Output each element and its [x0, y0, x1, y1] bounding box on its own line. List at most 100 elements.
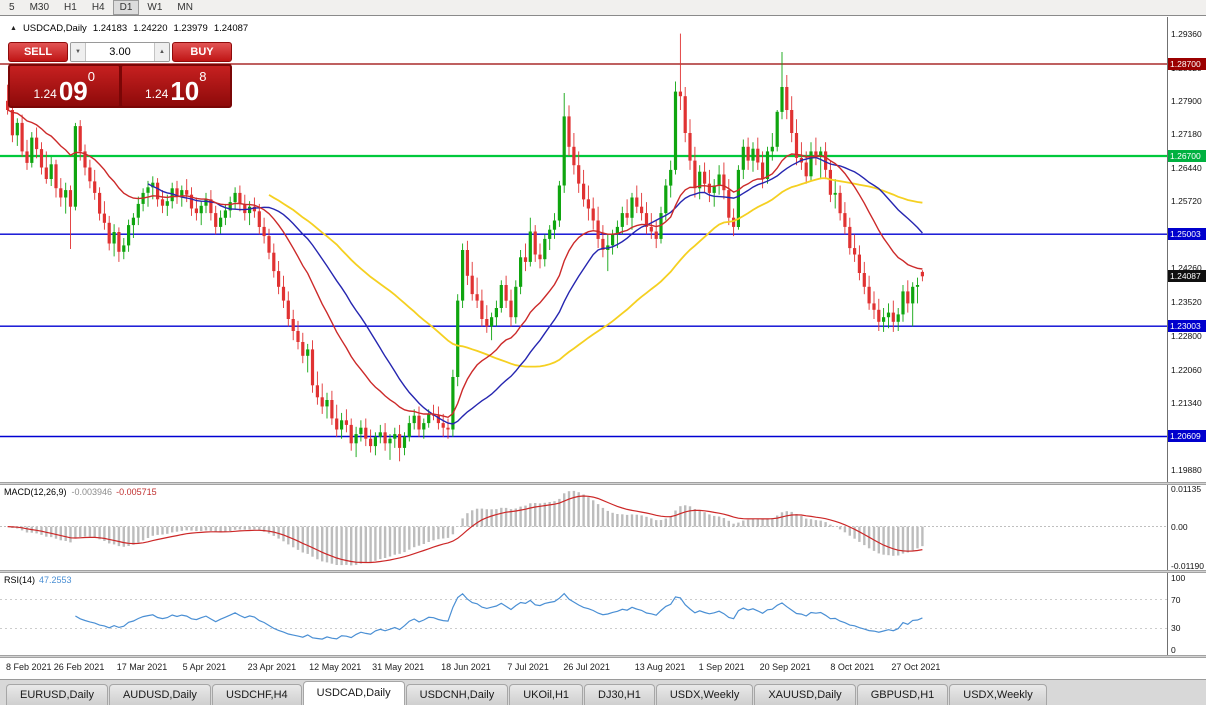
candle — [68, 190, 73, 207]
candle — [504, 285, 508, 301]
timeframe-button-w1[interactable]: W1 — [147, 2, 163, 13]
rsi-svg[interactable] — [0, 573, 1167, 655]
candle — [862, 273, 866, 287]
macd-panel[interactable] — [0, 485, 1167, 570]
candle — [591, 208, 595, 221]
candle — [552, 220, 557, 230]
timeframe-button-h1[interactable]: H1 — [64, 2, 77, 13]
candle — [509, 300, 513, 318]
candle — [620, 213, 624, 227]
candle — [373, 436, 377, 447]
buy-price-button[interactable]: 1.24 10 8 — [120, 65, 231, 107]
candle — [185, 190, 189, 195]
chart-tab-bar: EURUSD,Daily AUDUSD,Daily USDCHF,H4 USDCAD,… — [0, 679, 1206, 705]
candle — [151, 182, 155, 188]
candle — [117, 232, 121, 252]
candle — [717, 174, 721, 186]
candle — [824, 151, 828, 170]
chart-tab-ukoil-h1[interactable]: UKOil,H1 — [509, 684, 584, 705]
timeframe-button-m30[interactable]: M30 — [29, 2, 50, 13]
candle — [596, 220, 600, 239]
candle — [131, 217, 135, 226]
high-value: 1.24220 — [133, 23, 168, 34]
candle — [780, 87, 784, 112]
price-tick-label: 1.22800 — [1171, 331, 1202, 341]
panel-splitter[interactable] — [0, 482, 1206, 485]
candle — [233, 192, 237, 203]
candle — [427, 413, 431, 424]
candle — [243, 203, 247, 214]
candle — [490, 317, 494, 327]
date-tick-label: 8 Feb 2021 — [6, 662, 52, 672]
candle — [886, 312, 891, 318]
price-axis[interactable]: 1.293601.286201.279001.271801.264401.257… — [1167, 17, 1206, 655]
chart-tab-usdx-weekly[interactable]: USDX,Weekly — [655, 684, 754, 705]
chart-tab-usdcad-daily[interactable]: USDCAD,Daily — [302, 681, 405, 705]
sell-button[interactable]: SELL — [8, 42, 68, 62]
candle — [548, 229, 552, 239]
timeframe-button-mn[interactable]: MN — [177, 2, 193, 13]
rsi-panel[interactable] — [0, 573, 1167, 655]
candle — [257, 211, 261, 227]
candle — [436, 415, 440, 424]
chart-ohlc-header: ▲ USDCAD,Daily 1.24183 1.24220 1.23979 1… — [10, 23, 248, 34]
candle — [523, 257, 528, 262]
macd-axis-label: 0.00 — [1171, 522, 1188, 532]
volume-increase-button[interactable]: ▲ — [154, 43, 169, 61]
candle — [412, 415, 416, 424]
date-tick-label: 7 Jul 2021 — [507, 662, 549, 672]
chart-tab-audusd-daily[interactable]: AUDUSD,Daily — [108, 684, 211, 705]
panel-splitter[interactable] — [0, 655, 1206, 658]
macd-name: MACD(12,26,9) — [4, 487, 67, 497]
candle — [369, 438, 373, 447]
candle — [615, 226, 619, 235]
macd-svg[interactable] — [0, 485, 1167, 570]
chart-tab-usdcnh-daily[interactable]: USDCNH,Daily — [405, 684, 509, 705]
date-tick-label: 26 Jul 2021 — [563, 662, 610, 672]
panel-splitter[interactable] — [0, 570, 1206, 573]
date-tick-label: 13 Aug 2021 — [634, 662, 686, 672]
candle — [572, 146, 576, 166]
price-tick-label: 1.19880 — [1171, 465, 1202, 475]
candle — [688, 133, 692, 161]
collapse-panel-icon[interactable]: ▲ — [10, 25, 17, 32]
candle — [407, 423, 411, 437]
main-chart-svg[interactable] — [0, 17, 1167, 482]
candle — [601, 238, 605, 250]
date-axis[interactable]: 8 Feb 2021 26 Feb 2021 17 Mar 2021 5 Apr 20… — [0, 658, 1206, 679]
date-tick-label: 5 Apr 2021 — [182, 662, 227, 672]
buy-button[interactable]: BUY — [172, 42, 232, 62]
candle — [640, 206, 644, 214]
candle — [872, 303, 876, 310]
candle — [344, 420, 348, 425]
candle — [383, 432, 387, 444]
candle — [761, 162, 765, 180]
chart-tab-gbpusd-h1[interactable]: GBPUSD,H1 — [856, 684, 949, 705]
chart-tab-xauusd-daily[interactable]: XAUUSD,Daily — [754, 684, 856, 705]
candle — [485, 319, 489, 327]
chart-tab-usdchf-h4[interactable]: USDCHF,H4 — [211, 684, 302, 705]
candle — [756, 148, 760, 163]
candle — [722, 174, 726, 191]
volume-decrease-button[interactable]: ▼ — [71, 43, 86, 61]
sell-price-button[interactable]: 1.24 09 0 — [9, 65, 120, 107]
timeframe-button-5[interactable]: 5 — [9, 2, 15, 13]
candle — [920, 271, 924, 277]
candle — [838, 192, 842, 214]
timeframe-button-d1[interactable]: D1 — [112, 0, 140, 15]
chart-tab-eurusd-daily[interactable]: EURUSD,Daily — [6, 684, 108, 705]
level-price-badge: 1.25003 — [1168, 228, 1206, 240]
candle — [456, 300, 460, 377]
candle — [238, 192, 242, 204]
candle — [567, 116, 571, 147]
candle — [262, 226, 266, 237]
chart-tab-usdx-weekly[interactable]: USDX,Weekly — [949, 684, 1047, 705]
volume-input[interactable]: 3.00 — [109, 46, 131, 58]
candle — [325, 400, 329, 407]
timeframe-button-h4[interactable]: H4 — [91, 2, 105, 13]
candle — [136, 203, 140, 218]
candle — [393, 434, 397, 439]
candle — [751, 148, 755, 161]
chart-tab-dj30-h1[interactable]: DJ30,H1 — [584, 684, 655, 705]
volume-stepper: ▼ 3.00 ▲ — [70, 42, 170, 62]
